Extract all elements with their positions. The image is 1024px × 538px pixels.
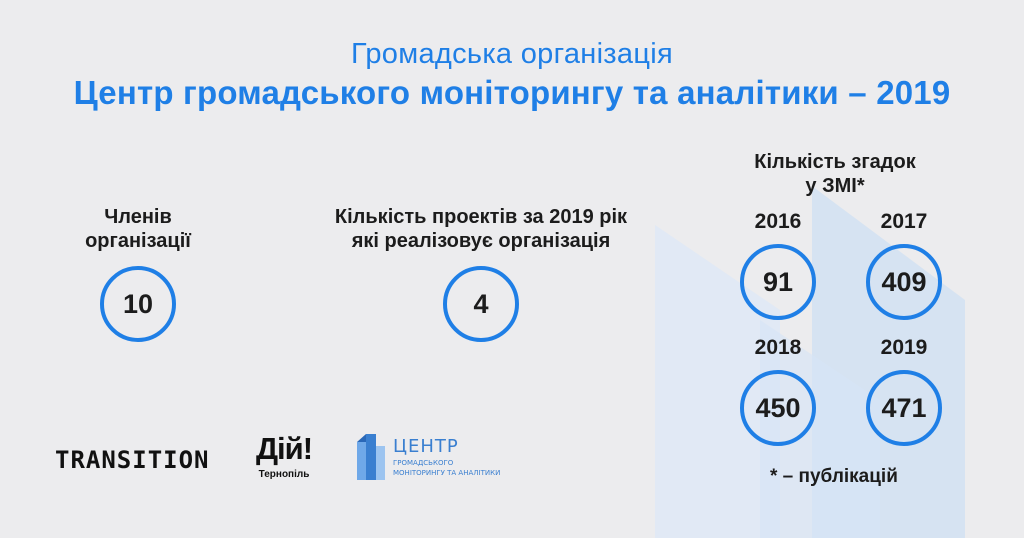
projects-count-circle: 4 [443,266,519,342]
members-count: 10 [122,288,154,319]
year-2016-label: 2016 [754,210,802,233]
mentions-2017-value: 409 [881,266,927,297]
centr-logo-word: ЦЕНТР [393,436,459,457]
diy-logo: Дій! Тернопіль [246,431,322,481]
projects-label: Кількість проектів за 2019 рік які реалі… [334,206,628,252]
members-count-circle: 10 [100,266,176,342]
diy-logo-text: Дій! [255,431,313,466]
centr-logo-line2: МОНІТОРИНГУ ТА АНАЛІТИКИ [393,469,501,477]
mentions-2016-circle: 91 [740,244,816,320]
media-mentions-label: Кількість згадок у ЗМІ* [754,151,916,197]
members-label: Членів організації [85,206,191,252]
centr-logo-mark [357,434,385,480]
transition-logo: TRANSITION [55,446,210,474]
diy-logo-city: Тернопіль [258,469,310,480]
projects-count: 4 [473,288,489,319]
mentions-2018-value: 450 [755,392,801,423]
mentions-2019-value: 471 [881,392,927,423]
page-title: Центр громадського моніторингу та аналіт… [73,74,951,111]
year-2018-label: 2018 [754,336,802,359]
centr-logo: ЦЕНТР ГРОМАДСЬКОГО МОНІТОРИНГУ ТА АНАЛІТ… [355,432,500,482]
mentions-2019-circle: 471 [866,370,942,446]
year-2019-label: 2019 [880,336,928,359]
mentions-2016-value: 91 [762,266,794,297]
mentions-2017-circle: 409 [866,244,942,320]
centr-logo-line1: ГРОМАДСЬКОГО [393,459,454,467]
organization-type: Громадська організація [350,38,673,70]
year-2017-label: 2017 [880,210,928,233]
mentions-2018-circle: 450 [740,370,816,446]
footnote: * – публікацій [770,466,898,487]
